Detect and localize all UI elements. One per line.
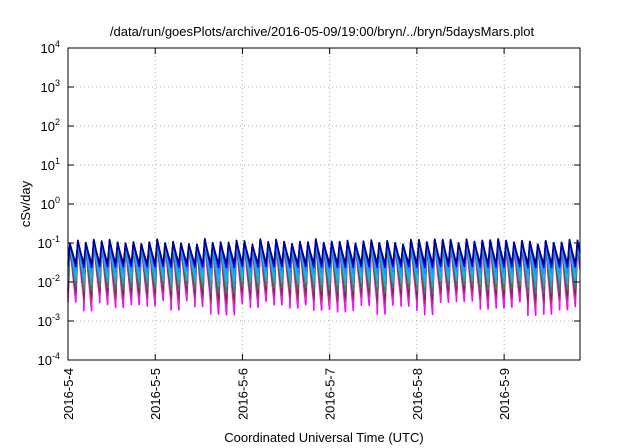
x-axis: 2016-5-4 2016-5-5 2016-5-6 2016-5-7 2016-5-8… [61, 48, 512, 420]
x-tick-label: 2016-5-5 [148, 368, 163, 420]
x-tick-label: 2016-5-7 [323, 368, 338, 420]
y-tick-label: 10-3 [38, 312, 60, 329]
x-tick-label: 2016-5-8 [410, 368, 425, 420]
y-tick-label: 10-4 [38, 351, 60, 368]
grid [67, 47, 580, 361]
y-tick-label: 102 [41, 117, 60, 134]
y-tick-label: 10-1 [38, 234, 60, 251]
x-tick-label: 2016-5-9 [497, 368, 512, 420]
y-tick-label: 100 [41, 195, 60, 212]
series-line [67, 237, 581, 265]
y-axis: 10-4 10-3 10-2 10-1 100 101 102 103 104 [38, 39, 580, 368]
y-tick-label: 101 [41, 156, 60, 173]
series-layer [67, 237, 581, 317]
x-tick-label: 2016-5-4 [61, 368, 76, 420]
y-tick-label: 104 [41, 39, 60, 56]
y-tick-label: 103 [41, 78, 60, 95]
x-tick-label: 2016-5-6 [235, 368, 250, 420]
y-axis-label: cSv/day [18, 180, 33, 227]
y-tick-label: 10-2 [38, 273, 60, 290]
chart-title: /data/run/goesPlots/archive/2016-05-09/1… [110, 24, 535, 39]
x-axis-label: Coordinated Universal Time (UTC) [224, 430, 423, 445]
